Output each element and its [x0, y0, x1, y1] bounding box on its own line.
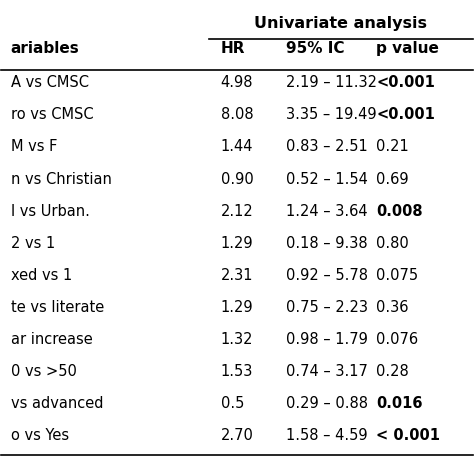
Text: ariables: ariables	[11, 41, 80, 56]
Text: 0.008: 0.008	[376, 203, 423, 219]
Text: 1.29: 1.29	[220, 236, 253, 251]
Text: 0.5: 0.5	[220, 396, 244, 411]
Text: 8.08: 8.08	[220, 108, 253, 122]
Text: 0.74 – 3.17: 0.74 – 3.17	[286, 364, 368, 379]
Text: xed vs 1: xed vs 1	[11, 268, 72, 283]
Text: p value: p value	[376, 41, 439, 56]
Text: 0.076: 0.076	[376, 332, 418, 346]
Text: 4.98: 4.98	[220, 75, 253, 91]
Text: Univariate analysis: Univariate analysis	[254, 16, 427, 30]
Text: <0.001: <0.001	[376, 108, 435, 122]
Text: o vs Yes: o vs Yes	[11, 428, 69, 443]
Text: 1.58 – 4.59: 1.58 – 4.59	[286, 428, 368, 443]
Text: 2.19 – 11.32: 2.19 – 11.32	[286, 75, 377, 91]
Text: 0.75 – 2.23: 0.75 – 2.23	[286, 300, 368, 315]
Text: n vs Christian: n vs Christian	[11, 172, 112, 186]
Text: 2.70: 2.70	[220, 428, 254, 443]
Text: M vs F: M vs F	[11, 139, 57, 155]
Text: 0.52 – 1.54: 0.52 – 1.54	[286, 172, 368, 186]
Text: ar increase: ar increase	[11, 332, 92, 346]
Text: <0.001: <0.001	[376, 75, 435, 91]
Text: 1.32: 1.32	[220, 332, 253, 346]
Text: vs advanced: vs advanced	[11, 396, 103, 411]
Text: 0.21: 0.21	[376, 139, 409, 155]
Text: 0.18 – 9.38: 0.18 – 9.38	[286, 236, 368, 251]
Text: 0.28: 0.28	[376, 364, 409, 379]
Text: 0.83 – 2.51: 0.83 – 2.51	[286, 139, 368, 155]
Text: A vs CMSC: A vs CMSC	[11, 75, 89, 91]
Text: 2.31: 2.31	[220, 268, 253, 283]
Text: 2.12: 2.12	[220, 203, 253, 219]
Text: 95% IC: 95% IC	[286, 41, 345, 56]
Text: 3.35 – 19.49: 3.35 – 19.49	[286, 108, 377, 122]
Text: 1.53: 1.53	[220, 364, 253, 379]
Text: 1.44: 1.44	[220, 139, 253, 155]
Text: 0.80: 0.80	[376, 236, 409, 251]
Text: 1.24 – 3.64: 1.24 – 3.64	[286, 203, 368, 219]
Text: 2 vs 1: 2 vs 1	[11, 236, 55, 251]
Text: 0.016: 0.016	[376, 396, 422, 411]
Text: 0 vs >50: 0 vs >50	[11, 364, 77, 379]
Text: 0.29 – 0.88: 0.29 – 0.88	[286, 396, 368, 411]
Text: 0.36: 0.36	[376, 300, 409, 315]
Text: ro vs CMSC: ro vs CMSC	[11, 108, 93, 122]
Text: 1.29: 1.29	[220, 300, 253, 315]
Text: HR: HR	[220, 41, 245, 56]
Text: te vs literate: te vs literate	[11, 300, 104, 315]
Text: 0.90: 0.90	[220, 172, 253, 186]
Text: 0.98 – 1.79: 0.98 – 1.79	[286, 332, 368, 346]
Text: 0.075: 0.075	[376, 268, 418, 283]
Text: 0.69: 0.69	[376, 172, 409, 186]
Text: l vs Urban.: l vs Urban.	[11, 203, 90, 219]
Text: 0.92 – 5.78: 0.92 – 5.78	[286, 268, 368, 283]
Text: < 0.001: < 0.001	[376, 428, 440, 443]
